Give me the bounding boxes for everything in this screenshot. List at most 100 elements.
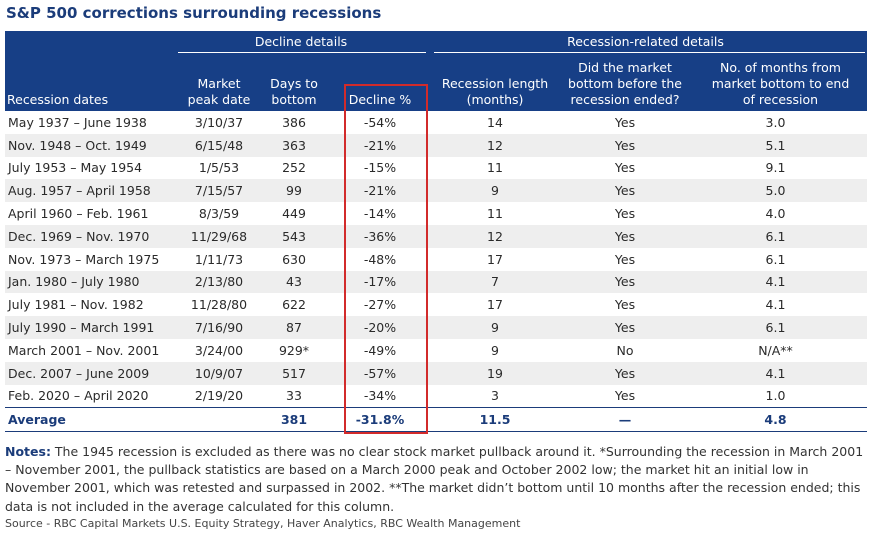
table-row: Nov. 1973 – March 1975 1/11/73 630 -48% 17 Ye… bbox=[5, 248, 867, 271]
average-row: Average 381 -31.8% 11.5 — 4.8 bbox=[5, 407, 867, 433]
table-row: Jan. 1980 – July 1980 2/13/80 43 -17% 7 Yes 4.… bbox=[5, 270, 867, 294]
cell-decline-pct: -17% bbox=[363, 274, 397, 290]
cell-months-bottom-to-end: 3.0 bbox=[765, 114, 786, 130]
cell-peak-date: 7/16/90 bbox=[194, 320, 244, 336]
cell-recession-dates: Dec. 2007 – June 2009 bbox=[8, 365, 150, 381]
cell-bottom-before-end: No bbox=[616, 342, 634, 358]
cell-days-to-bottom: 543 bbox=[282, 228, 306, 244]
table-row: March 2001 – Nov. 2001 3/24/00 929* -49% 9 No… bbox=[5, 339, 867, 362]
cell-recession-dates: July 1981 – Nov. 1982 bbox=[8, 297, 144, 313]
cell-recession-length: 12 bbox=[487, 228, 503, 244]
cell-days-to-bottom: 929* bbox=[278, 342, 310, 358]
cell-peak-date: 2/13/80 bbox=[194, 274, 244, 290]
cell-months-bottom-to-end: 4.1 bbox=[765, 274, 786, 290]
cell-months-bottom-to-end: 6.1 bbox=[765, 320, 786, 336]
source-line: Source - RBC Capital Markets U.S. Equity… bbox=[5, 517, 521, 530]
cell-bottom-before-end: Yes bbox=[614, 251, 636, 267]
cell-recession-dates: May 1937 – June 1938 bbox=[8, 114, 147, 130]
notes: Notes: The 1945 recession is excluded as… bbox=[5, 443, 869, 516]
cell-recession-dates: Nov. 1973 – March 1975 bbox=[8, 251, 160, 267]
table-row: May 1937 – June 1938 3/10/37 386 -54% 14 Yes 3… bbox=[5, 111, 867, 134]
cell-bottom-before-end: Yes bbox=[614, 228, 636, 244]
cell-peak-date: 1/11/73 bbox=[194, 251, 244, 267]
cell-bottom-before-end: Yes bbox=[614, 388, 636, 404]
avg-decline: -31.8% bbox=[355, 412, 405, 428]
cell-decline-pct: -36% bbox=[363, 228, 397, 244]
cell-bottom-before-end: Yes bbox=[614, 114, 636, 130]
cell-days-to-bottom: 252 bbox=[282, 160, 306, 176]
recession-table: Decline details Recession-related detail… bbox=[5, 31, 867, 433]
header-recession-dates: Recession dates bbox=[7, 92, 109, 107]
cell-days-to-bottom: 87 bbox=[286, 320, 302, 336]
cell-recession-length: 11 bbox=[487, 160, 503, 176]
table-row: Dec. 1969 – Nov. 1970 11/29/68 543 -36% 12 Ye… bbox=[5, 224, 867, 248]
cell-recession-length: 3 bbox=[491, 388, 499, 404]
cell-decline-pct: -21% bbox=[363, 183, 397, 199]
cell-recession-length: 14 bbox=[487, 114, 503, 130]
table-row: July 1953 – May 1954 1/5/53 252 -15% 11 Yes 9.… bbox=[5, 157, 867, 180]
cell-recession-dates: Feb. 2020 – April 2020 bbox=[8, 388, 149, 404]
cell-months-bottom-to-end: N/A** bbox=[758, 342, 793, 358]
cell-bottom-before-end: Yes bbox=[614, 297, 636, 313]
avg-days: 381 bbox=[280, 412, 308, 428]
cell-decline-pct: -27% bbox=[363, 297, 397, 313]
cell-days-to-bottom: 33 bbox=[286, 388, 302, 404]
cell-recession-length: 11 bbox=[487, 206, 503, 222]
cell-days-to-bottom: 622 bbox=[282, 297, 306, 313]
cell-months-bottom-to-end: 4.1 bbox=[765, 297, 786, 313]
cell-bottom-before-end: Yes bbox=[614, 183, 636, 199]
cell-bottom-before-end: Yes bbox=[614, 160, 636, 176]
cell-days-to-bottom: 99 bbox=[286, 183, 302, 199]
group-divider-recession bbox=[434, 52, 865, 53]
cell-recession-length: 9 bbox=[491, 183, 499, 199]
cell-decline-pct: -14% bbox=[363, 206, 397, 222]
cell-recession-length: 17 bbox=[487, 297, 503, 313]
cell-recession-length: 7 bbox=[491, 274, 499, 290]
avg-months: 4.8 bbox=[764, 412, 787, 428]
cell-recession-length: 9 bbox=[491, 342, 499, 358]
cell-peak-date: 11/28/80 bbox=[190, 297, 248, 313]
cell-peak-date: 8/3/59 bbox=[198, 206, 240, 222]
cell-months-bottom-to-end: 4.1 bbox=[765, 365, 786, 381]
cell-recession-dates: March 2001 – Nov. 2001 bbox=[8, 342, 160, 358]
cell-recession-dates: Jan. 1980 – July 1980 bbox=[8, 274, 140, 290]
cell-months-bottom-to-end: 6.1 bbox=[765, 251, 786, 267]
cell-months-bottom-to-end: 1.0 bbox=[765, 388, 786, 404]
cell-peak-date: 3/24/00 bbox=[194, 342, 244, 358]
cell-recession-length: 17 bbox=[487, 251, 503, 267]
group-divider-decline bbox=[178, 52, 426, 53]
cell-peak-date: 3/10/37 bbox=[194, 114, 244, 130]
cell-peak-date: 7/15/57 bbox=[194, 183, 244, 199]
cell-days-to-bottom: 363 bbox=[282, 137, 306, 153]
avg-label: Average bbox=[8, 412, 66, 428]
table-row: Dec. 2007 – June 2009 10/9/07 517 -57% 19 Yes… bbox=[5, 361, 867, 385]
cell-recession-dates: Dec. 1969 – Nov. 1970 bbox=[8, 228, 150, 244]
cell-bottom-before-end: Yes bbox=[614, 320, 636, 336]
cell-decline-pct: -48% bbox=[363, 251, 397, 267]
table-row: Nov. 1948 – Oct. 1949 6/15/48 363 -21% 12 Yes… bbox=[5, 133, 867, 157]
cell-decline-pct: -54% bbox=[363, 114, 397, 130]
cell-days-to-bottom: 630 bbox=[282, 251, 306, 267]
cell-recession-dates: Nov. 1948 – Oct. 1949 bbox=[8, 137, 147, 153]
cell-recession-dates: Aug. 1957 – April 1958 bbox=[8, 183, 151, 199]
cell-bottom-before-end: Yes bbox=[614, 274, 636, 290]
table-row: Aug. 1957 – April 1958 7/15/57 99 -21% 9 Yes 5… bbox=[5, 179, 867, 203]
cell-peak-date: 6/15/48 bbox=[194, 137, 244, 153]
avg-length: 11.5 bbox=[479, 412, 511, 428]
cell-days-to-bottom: 449 bbox=[282, 206, 306, 222]
table-header: Decline details Recession-related detail… bbox=[5, 31, 867, 111]
header-bottom-before-end: Did the market bottom before the recessi… bbox=[568, 60, 682, 107]
cell-days-to-bottom: 386 bbox=[282, 114, 306, 130]
cell-peak-date: 10/9/07 bbox=[194, 365, 244, 381]
cell-months-bottom-to-end: 6.1 bbox=[765, 228, 786, 244]
table-row: Feb. 2020 – April 2020 2/19/20 33 -34% 3 Yes 1… bbox=[5, 385, 867, 408]
header-market-peak-date: Market peak date bbox=[187, 76, 251, 107]
table-body: May 1937 – June 1938 3/10/37 386 -54% 14 Yes 3… bbox=[5, 111, 867, 407]
cell-bottom-before-end: Yes bbox=[614, 365, 636, 381]
cell-months-bottom-to-end: 5.0 bbox=[765, 183, 786, 199]
cell-recession-dates: July 1953 – May 1954 bbox=[8, 160, 143, 176]
cell-months-bottom-to-end: 4.0 bbox=[765, 206, 786, 222]
avg-bottom-before: — bbox=[618, 412, 632, 428]
header-recession-length: Recession length (months) bbox=[441, 76, 549, 107]
cell-peak-date: 2/19/20 bbox=[194, 388, 244, 404]
